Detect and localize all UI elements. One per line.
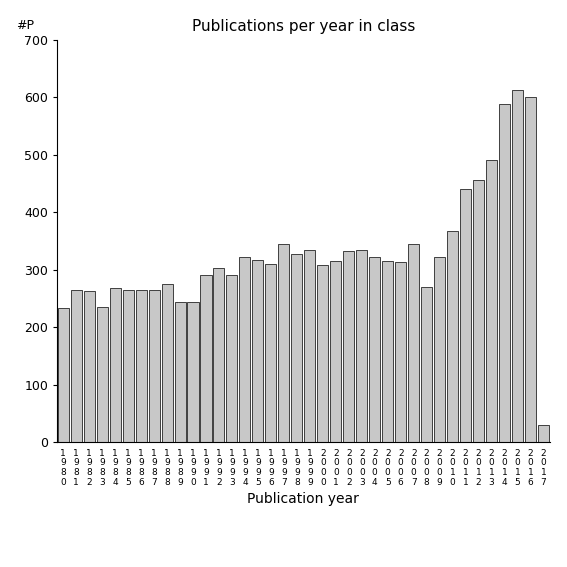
Title: Publications per year in class: Publications per year in class <box>192 19 415 35</box>
Bar <box>278 244 289 442</box>
Bar <box>201 276 211 442</box>
Bar <box>460 189 471 442</box>
Bar <box>58 308 69 442</box>
Bar <box>525 97 536 442</box>
Bar <box>84 291 95 442</box>
Bar <box>122 290 134 442</box>
Bar <box>473 180 484 442</box>
Bar <box>136 290 147 442</box>
Bar <box>356 249 367 442</box>
Bar <box>162 284 172 442</box>
Bar <box>447 231 458 442</box>
Bar <box>109 288 121 442</box>
Bar <box>486 160 497 442</box>
Bar <box>395 263 406 442</box>
Bar <box>434 257 445 442</box>
Bar <box>291 253 302 442</box>
Bar <box>265 264 276 442</box>
Bar <box>369 257 380 442</box>
Bar <box>239 257 251 442</box>
Bar <box>343 251 354 442</box>
Bar <box>421 287 432 442</box>
Bar <box>213 268 225 442</box>
Bar <box>226 276 238 442</box>
Y-axis label: #P: #P <box>16 19 33 32</box>
Bar <box>96 307 108 442</box>
X-axis label: Publication year: Publication year <box>247 492 359 506</box>
Bar <box>408 244 419 442</box>
Bar <box>149 290 159 442</box>
Bar <box>252 260 264 442</box>
Bar <box>318 265 328 442</box>
Bar <box>175 302 185 442</box>
Bar <box>538 425 549 442</box>
Bar <box>188 302 198 442</box>
Bar <box>499 104 510 442</box>
Bar <box>331 261 341 442</box>
Bar <box>71 290 82 442</box>
Bar <box>512 90 523 442</box>
Bar <box>382 261 393 442</box>
Bar <box>304 249 315 442</box>
